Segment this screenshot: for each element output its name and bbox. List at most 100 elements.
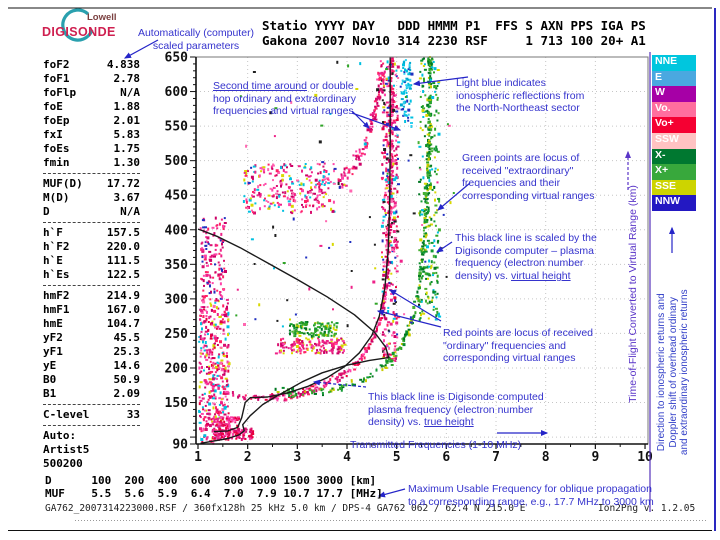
- param-value: 167.0: [106, 303, 140, 316]
- panel-divider: [43, 285, 140, 286]
- y-tick-label: 150: [165, 396, 189, 411]
- param-label: MUF(D): [43, 177, 83, 190]
- param-label: D: [43, 205, 50, 218]
- param-value: 1.30: [113, 156, 141, 169]
- param-value: 157.5: [106, 226, 140, 239]
- parameter-row: foEs 1.75: [43, 142, 140, 156]
- param-label: foEp: [43, 114, 70, 127]
- x-tick-label: 10: [637, 450, 653, 465]
- scaled-virtual-height-trace: [213, 57, 391, 433]
- param-label: 500200: [43, 457, 83, 470]
- legend-item-nne: NNE: [652, 55, 696, 71]
- x-tick-label: 7: [492, 450, 500, 465]
- y-tick-label: 90: [172, 438, 188, 453]
- parameter-row: MUF(D) 17.72: [43, 177, 140, 191]
- y-tick-label: 300: [165, 292, 189, 307]
- param-value: 45.5: [113, 331, 141, 344]
- x-tick-label: 8: [542, 450, 550, 465]
- param-value: 17.72: [106, 177, 140, 190]
- y-tick-label: 250: [165, 327, 189, 342]
- annotation-light-blue: Light blue indicates ionospheric reflect…: [456, 76, 585, 115]
- param-label: yF2: [43, 331, 63, 344]
- param-label: hmE: [43, 317, 63, 330]
- param-label: hmF2: [43, 289, 70, 302]
- y-tick-label: 500: [165, 154, 189, 169]
- param-label: h`F: [43, 226, 63, 239]
- param-label: hmF1: [43, 303, 70, 316]
- annotation-green-points: Green points are locus of received "extr…: [462, 151, 595, 203]
- param-label: B0: [43, 373, 57, 386]
- x-tick-label: 3: [293, 450, 301, 465]
- param-value: 50.9: [113, 373, 141, 386]
- x-tick-label: 2: [244, 450, 252, 465]
- param-value: 2.09: [113, 387, 141, 400]
- parameter-row: D N/A: [43, 205, 140, 219]
- parameter-panel: foF2 4.838 foF1 2.78 foFlp N/A foE 1.88 foEp 2.01…: [43, 58, 140, 471]
- y-tick-label: 450: [165, 189, 189, 204]
- param-label: foF2: [43, 58, 70, 71]
- legend-item-e: E: [652, 70, 696, 87]
- y-tick-label: 600: [165, 85, 189, 100]
- annotation-muf-note: Maximum Usable Frequency for oblique pro…: [408, 482, 654, 508]
- header-table: Statio YYYY DAY DDD HMMM P1 FFS S AXN PP…: [262, 18, 646, 48]
- x-tick-label: 4: [343, 450, 351, 465]
- dmuf-table: D 100 200 400 600 800 1000 1500 3000 [km…: [45, 474, 383, 500]
- parameter-row: M(D) 3.67: [43, 191, 140, 205]
- status-line: GA762_2007314223000.RSF / 360fx128h 25 k…: [45, 503, 526, 514]
- param-label: B1: [43, 387, 57, 400]
- legend-item-ssw: SSW: [652, 132, 696, 149]
- y-tick-label: 550: [165, 120, 189, 135]
- annotation-red-points: Red points are locus of received "ordina…: [443, 326, 593, 365]
- param-value: 122.5: [106, 268, 140, 281]
- legend-item-sse: SSE: [652, 179, 696, 196]
- param-label: M(D): [43, 191, 70, 204]
- header-text: Statio YYYY DAY DDD HMMM P1 FFS S AXN PP…: [262, 18, 646, 48]
- parameter-row: Auto:: [43, 429, 140, 443]
- logo-digisonde-text: DIGISONDE: [42, 25, 116, 39]
- parameter-row: hmE 104.7: [43, 317, 140, 331]
- legend-item-x: X-: [652, 148, 696, 165]
- param-label: C-level: [43, 408, 90, 421]
- legend-item-vo: Vo.: [652, 101, 696, 118]
- param-value: N/A: [120, 86, 140, 99]
- param-value: 2.01: [113, 114, 141, 127]
- parameter-row: yF1 25.3: [43, 345, 140, 359]
- param-value: 1.75: [113, 142, 141, 155]
- annotation-black-scaled-line: This black line is scaled by the Digison…: [455, 231, 597, 283]
- param-label: yE: [43, 359, 57, 372]
- parameter-row: hmF1 167.0: [43, 303, 140, 317]
- parameter-row: C-level 33: [43, 408, 140, 422]
- x-tick-label: 6: [442, 450, 450, 465]
- logo-arc-icon: [61, 8, 94, 42]
- param-value: 1.88: [113, 100, 141, 113]
- annotation-black-true-line: This black line is Digisonde computed pl…: [368, 390, 544, 429]
- y-tick-label: 400: [165, 223, 189, 238]
- param-label: h`E: [43, 254, 63, 267]
- x-tick-label: 1: [194, 450, 202, 465]
- param-value: 104.7: [106, 317, 140, 330]
- y-tick-label: 650: [165, 51, 189, 66]
- annotation-auto-scaled: Automatically (computer) scaled paramete…: [137, 26, 255, 52]
- param-value: N/A: [120, 205, 140, 218]
- dmuf-text: D 100 200 400 600 800 1000 1500 3000 [km…: [45, 474, 383, 500]
- param-label: foF1: [43, 72, 70, 85]
- parameter-row: fxI 5.83: [43, 128, 140, 142]
- parameter-row: yF2 45.5: [43, 331, 140, 345]
- parameter-row: h`Es 122.5: [43, 268, 140, 282]
- y-tick-label: 200: [165, 361, 189, 376]
- parameter-row: yE 14.6: [43, 359, 140, 373]
- parameter-row: h`F2 220.0: [43, 240, 140, 254]
- legend-item-nnw: NNW: [652, 195, 696, 211]
- panel-divider: [43, 404, 140, 405]
- parameter-row: h`F 157.5: [43, 226, 140, 240]
- param-label: h`F2: [43, 240, 70, 253]
- param-label: foEs: [43, 142, 70, 155]
- x-tick-label: 5: [393, 450, 401, 465]
- param-label: fxI: [43, 128, 63, 141]
- param-value: 2.78: [113, 72, 141, 85]
- param-value: 4.838: [106, 58, 140, 71]
- param-value: 111.5: [106, 254, 140, 267]
- param-value: 33: [126, 408, 140, 421]
- parameter-row: fmin 1.30: [43, 156, 140, 170]
